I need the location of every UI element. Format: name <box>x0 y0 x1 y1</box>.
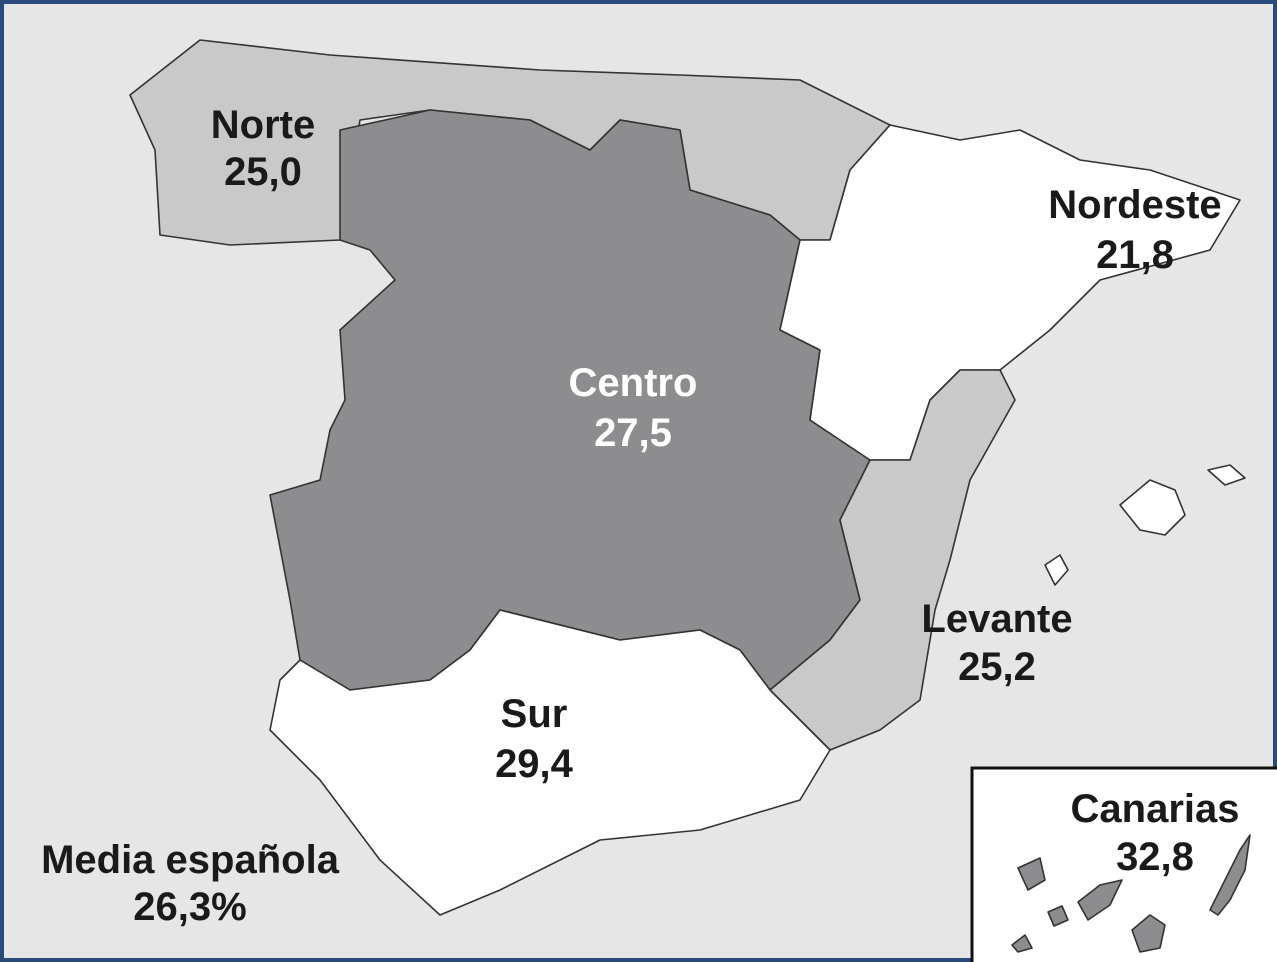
island-ibiza <box>1044 554 1069 586</box>
region-name: Norte <box>211 103 315 147</box>
island-canarias <box>1011 934 1033 953</box>
region-value: 29,4 <box>495 742 574 786</box>
region-name: Levante <box>921 597 1072 641</box>
region-value: 25,2 <box>958 645 1036 689</box>
island-canarias <box>1017 857 1046 891</box>
average-label: Media española <box>41 838 340 882</box>
region-value: 27,5 <box>594 411 672 455</box>
island-menorca <box>1207 464 1246 486</box>
average-value: 26,3% <box>133 885 246 929</box>
island-canarias <box>1077 879 1123 921</box>
region-name: Nordeste <box>1048 183 1221 227</box>
island-canarias <box>1047 905 1069 927</box>
island-mallorca <box>1119 479 1186 536</box>
region-value: 25,0 <box>224 150 302 194</box>
region-value: 21,8 <box>1096 233 1174 277</box>
region-name: Canarias <box>1071 787 1240 831</box>
region-name: Centro <box>569 361 698 405</box>
region-value: 32,8 <box>1116 835 1194 879</box>
region-sur <box>269 609 831 916</box>
region-name: Sur <box>501 692 568 736</box>
island-canarias <box>1131 914 1166 953</box>
island-canarias <box>1209 834 1251 916</box>
